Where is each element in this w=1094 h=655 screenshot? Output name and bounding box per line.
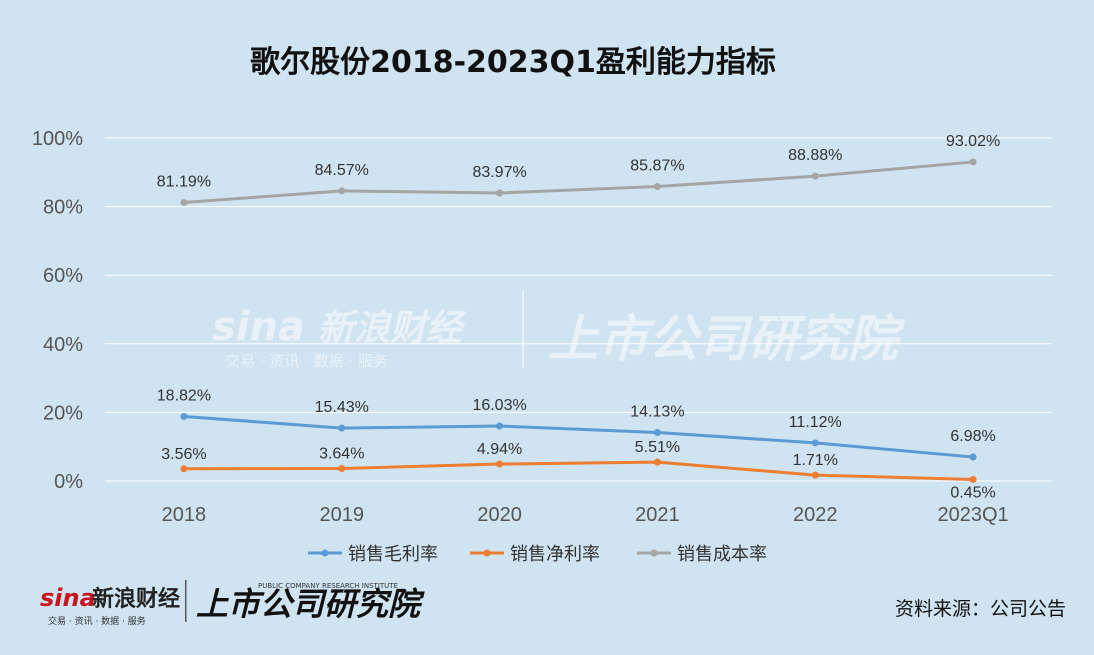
watermark-institute: 上市公司研究院 (548, 310, 906, 368)
data-label: 84.57% (315, 162, 369, 179)
data-point (496, 460, 504, 468)
watermark-sina-sub: 交易 · 资讯 · 数据 · 服务 (225, 352, 388, 370)
x-tick-label: 2022 (793, 504, 838, 526)
data-point (338, 424, 346, 432)
watermark-sina-cn: 新浪财经 (318, 308, 466, 349)
data-label: 93.02% (946, 133, 1000, 150)
y-tick-label: 80% (43, 197, 83, 219)
data-label: 11.12% (789, 414, 842, 431)
series-layer: 18.82% 15.43% 16.03% 14.13% 11.12% 6.98% 3.56%… (157, 133, 1000, 502)
data-label: 0.45% (950, 484, 995, 501)
data-point (653, 182, 661, 190)
series-line (183, 460, 974, 481)
x-tick-label: 2019 (320, 504, 365, 526)
data-label: 83.97% (472, 164, 526, 181)
chart-title: 歌尔股份2018-2023Q1盈利能力指标 (250, 45, 776, 80)
data-label: 4.94% (477, 441, 522, 458)
data-label: 3.64% (319, 446, 364, 463)
data-point (653, 458, 661, 466)
data-point (653, 429, 661, 437)
series-line (183, 414, 974, 459)
footer-logo: sina 新浪财经 交易 · 资讯 · 数据 · 服务 上市公司研究院 PUBL… (40, 580, 425, 627)
x-tick-label: 2023Q1 (937, 504, 1008, 526)
data-label: 16.03% (472, 397, 526, 414)
legend-label: 销售净利率 (510, 544, 600, 565)
y-tick-label: 20% (43, 402, 83, 424)
data-point (180, 412, 188, 420)
data-point (969, 158, 977, 166)
y-tick-label: 0% (54, 471, 83, 493)
data-point (338, 465, 346, 473)
data-label: 15.43% (315, 399, 369, 416)
data-label: 1.71% (793, 452, 838, 469)
x-axis: 2018 2019 2020 2021 2022 2023Q1 (162, 504, 1009, 526)
data-point (496, 422, 504, 430)
footer-sina-sub: 交易 · 资讯 · 数据 · 服务 (48, 615, 146, 627)
grid-lines (105, 137, 1052, 482)
footer-institute: 上市公司研究院 (196, 585, 425, 623)
footer-divider (185, 580, 187, 622)
y-tick-label: 60% (43, 265, 83, 287)
watermark-sina-logo: sina (212, 304, 305, 350)
legend: 销售毛利率 销售净利率 销售成本率 (308, 544, 767, 565)
legend-marker (650, 549, 658, 557)
data-point (338, 187, 346, 195)
y-tick-label: 100% (32, 128, 83, 150)
x-tick-label: 2021 (635, 504, 680, 526)
x-tick-label: 2020 (477, 504, 522, 526)
y-tick-label: 40% (43, 334, 83, 356)
footer-institute-en: PUBLIC COMPANY RESEARCH INSTITUTE (258, 582, 398, 590)
data-point (969, 475, 977, 483)
data-label: 18.82% (157, 387, 211, 404)
footer-sina-cn: 新浪财经 (92, 586, 180, 612)
series-line (183, 160, 974, 205)
x-tick-label: 2018 (162, 504, 207, 526)
data-point (180, 465, 188, 473)
data-label: 5.51% (635, 439, 680, 456)
data-label: 3.56% (161, 446, 206, 463)
data-point (811, 471, 819, 479)
legend-marker (483, 549, 491, 557)
data-point (811, 172, 819, 180)
data-label: 85.87% (630, 157, 684, 174)
data-point (180, 199, 188, 207)
legend-marker (321, 549, 329, 557)
y-axis: 0% 20% 40% 60% 80% 100% (32, 128, 83, 493)
watermark-divider (522, 290, 524, 368)
data-point (811, 439, 819, 447)
data-label: 14.13% (630, 404, 684, 421)
center-watermark: sina 新浪财经 交易 · 资讯 · 数据 · 服务 上市公司研究院 (212, 290, 906, 370)
data-label: 6.98% (950, 428, 995, 445)
data-label: 81.19% (157, 174, 211, 191)
data-point (969, 453, 977, 461)
source-note: 资料来源：公司公告 (895, 598, 1066, 620)
legend-label: 销售毛利率 (348, 544, 438, 565)
data-point (496, 189, 504, 197)
data-label: 88.88% (788, 147, 842, 164)
legend-label: 销售成本率 (677, 544, 767, 565)
footer-sina-logo: sina (40, 584, 96, 612)
